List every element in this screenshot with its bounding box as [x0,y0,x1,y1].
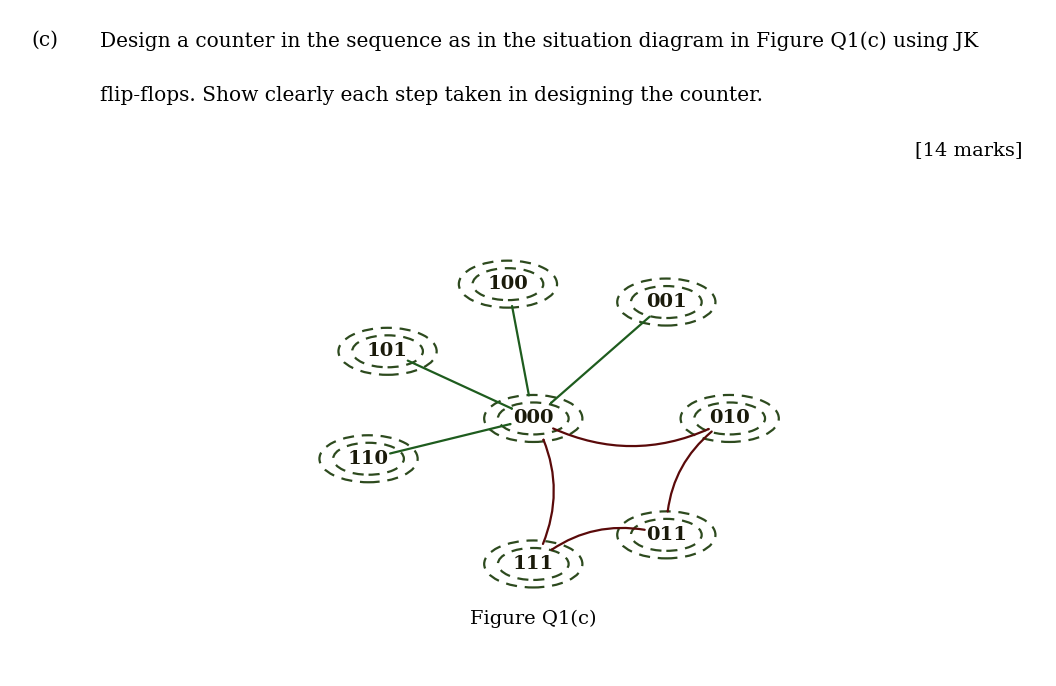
FancyArrowPatch shape [667,431,712,511]
Text: 010: 010 [710,410,750,427]
Text: 100: 100 [488,275,528,293]
Text: 111: 111 [512,555,554,573]
FancyArrowPatch shape [390,424,510,453]
FancyArrowPatch shape [543,440,553,544]
Text: 011: 011 [646,526,686,544]
Text: 001: 001 [646,293,686,311]
Text: [14 marks]: [14 marks] [914,141,1022,158]
Text: 110: 110 [348,450,389,468]
FancyArrowPatch shape [553,429,709,446]
Text: flip-flops. Show clearly each step taken in designing the counter.: flip-flops. Show clearly each step taken… [100,86,763,105]
Text: Figure Q1(c): Figure Q1(c) [470,609,597,628]
FancyArrowPatch shape [512,306,529,395]
Text: 000: 000 [513,410,553,427]
FancyArrowPatch shape [552,528,645,549]
Text: Design a counter in the sequence as in the situation diagram in Figure Q1(c) usi: Design a counter in the sequence as in t… [100,31,979,51]
FancyArrowPatch shape [551,317,649,403]
Text: 101: 101 [367,342,408,360]
FancyArrowPatch shape [408,361,512,409]
Text: (c): (c) [32,31,59,50]
